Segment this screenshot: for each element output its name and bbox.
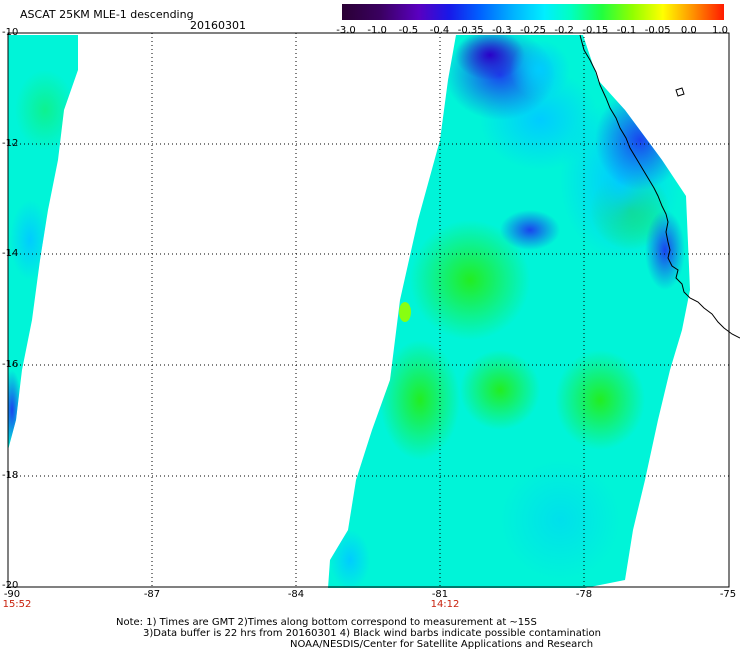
colorbar-tick-label: -0.1 <box>616 25 637 36</box>
note-line-2: 3)Data buffer is 22 hrs from 20160301 4)… <box>143 628 601 639</box>
colorbar-tick-label: 0.0 <box>680 25 697 36</box>
swath-left <box>8 35 78 450</box>
colorbar-tick-label: -0.4 <box>429 25 450 36</box>
lon-label-87: -87 <box>143 589 161 600</box>
product-date: 20160301 <box>190 19 246 32</box>
lat-lon-grid <box>8 33 729 587</box>
colorbar-tick-label: -0.3 <box>492 25 512 36</box>
island <box>675 87 685 97</box>
colorbar-tick-label: -0.35 <box>457 25 484 36</box>
colorbar-tick-label: 1.0 <box>712 25 728 36</box>
lon-label-75: -75 <box>719 589 737 600</box>
colorbar-gradient <box>342 4 724 20</box>
colorbar-tick-label: -0.25 <box>520 25 546 36</box>
lat-label-12: -12 <box>2 138 19 149</box>
colorbar <box>342 4 724 20</box>
lon-label-84: -84 <box>287 589 305 600</box>
time-label-center: 14:12 <box>430 599 460 610</box>
time-label-left: 15:52 <box>2 599 32 610</box>
lat-label-16: -16 <box>2 359 19 370</box>
lat-label-14: -14 <box>2 248 19 259</box>
colorbar-tick-label: -1.0 <box>367 25 387 36</box>
colorbar-tick-label: -3.0 <box>336 25 356 36</box>
colorbar-tick-label: -0.2 <box>554 25 574 36</box>
colorbar-tick-label: -0.5 <box>398 25 419 36</box>
lon-label-90: -90 <box>3 589 21 600</box>
lon-label-78: -78 <box>575 589 593 600</box>
lat-label-10: -10 <box>2 27 19 38</box>
product-title: ASCAT 25KM MLE-1 descending <box>20 8 194 21</box>
lat-label-20: -20 <box>2 580 19 591</box>
lat-label-18: -18 <box>2 470 19 481</box>
plot-frame <box>7 32 730 588</box>
note-line-3: NOAA/NESDIS/Center for Satellite Applica… <box>290 639 594 650</box>
colorbar-tick-label: -0.15 <box>582 25 609 36</box>
note-line-1: Note: 1) Times are GMT 2)Times along bot… <box>116 617 537 628</box>
lon-label-81: -81 <box>431 589 449 600</box>
coastline <box>579 34 740 339</box>
swath-right <box>328 35 690 588</box>
colorbar-tick-label: -0.05 <box>644 25 671 36</box>
